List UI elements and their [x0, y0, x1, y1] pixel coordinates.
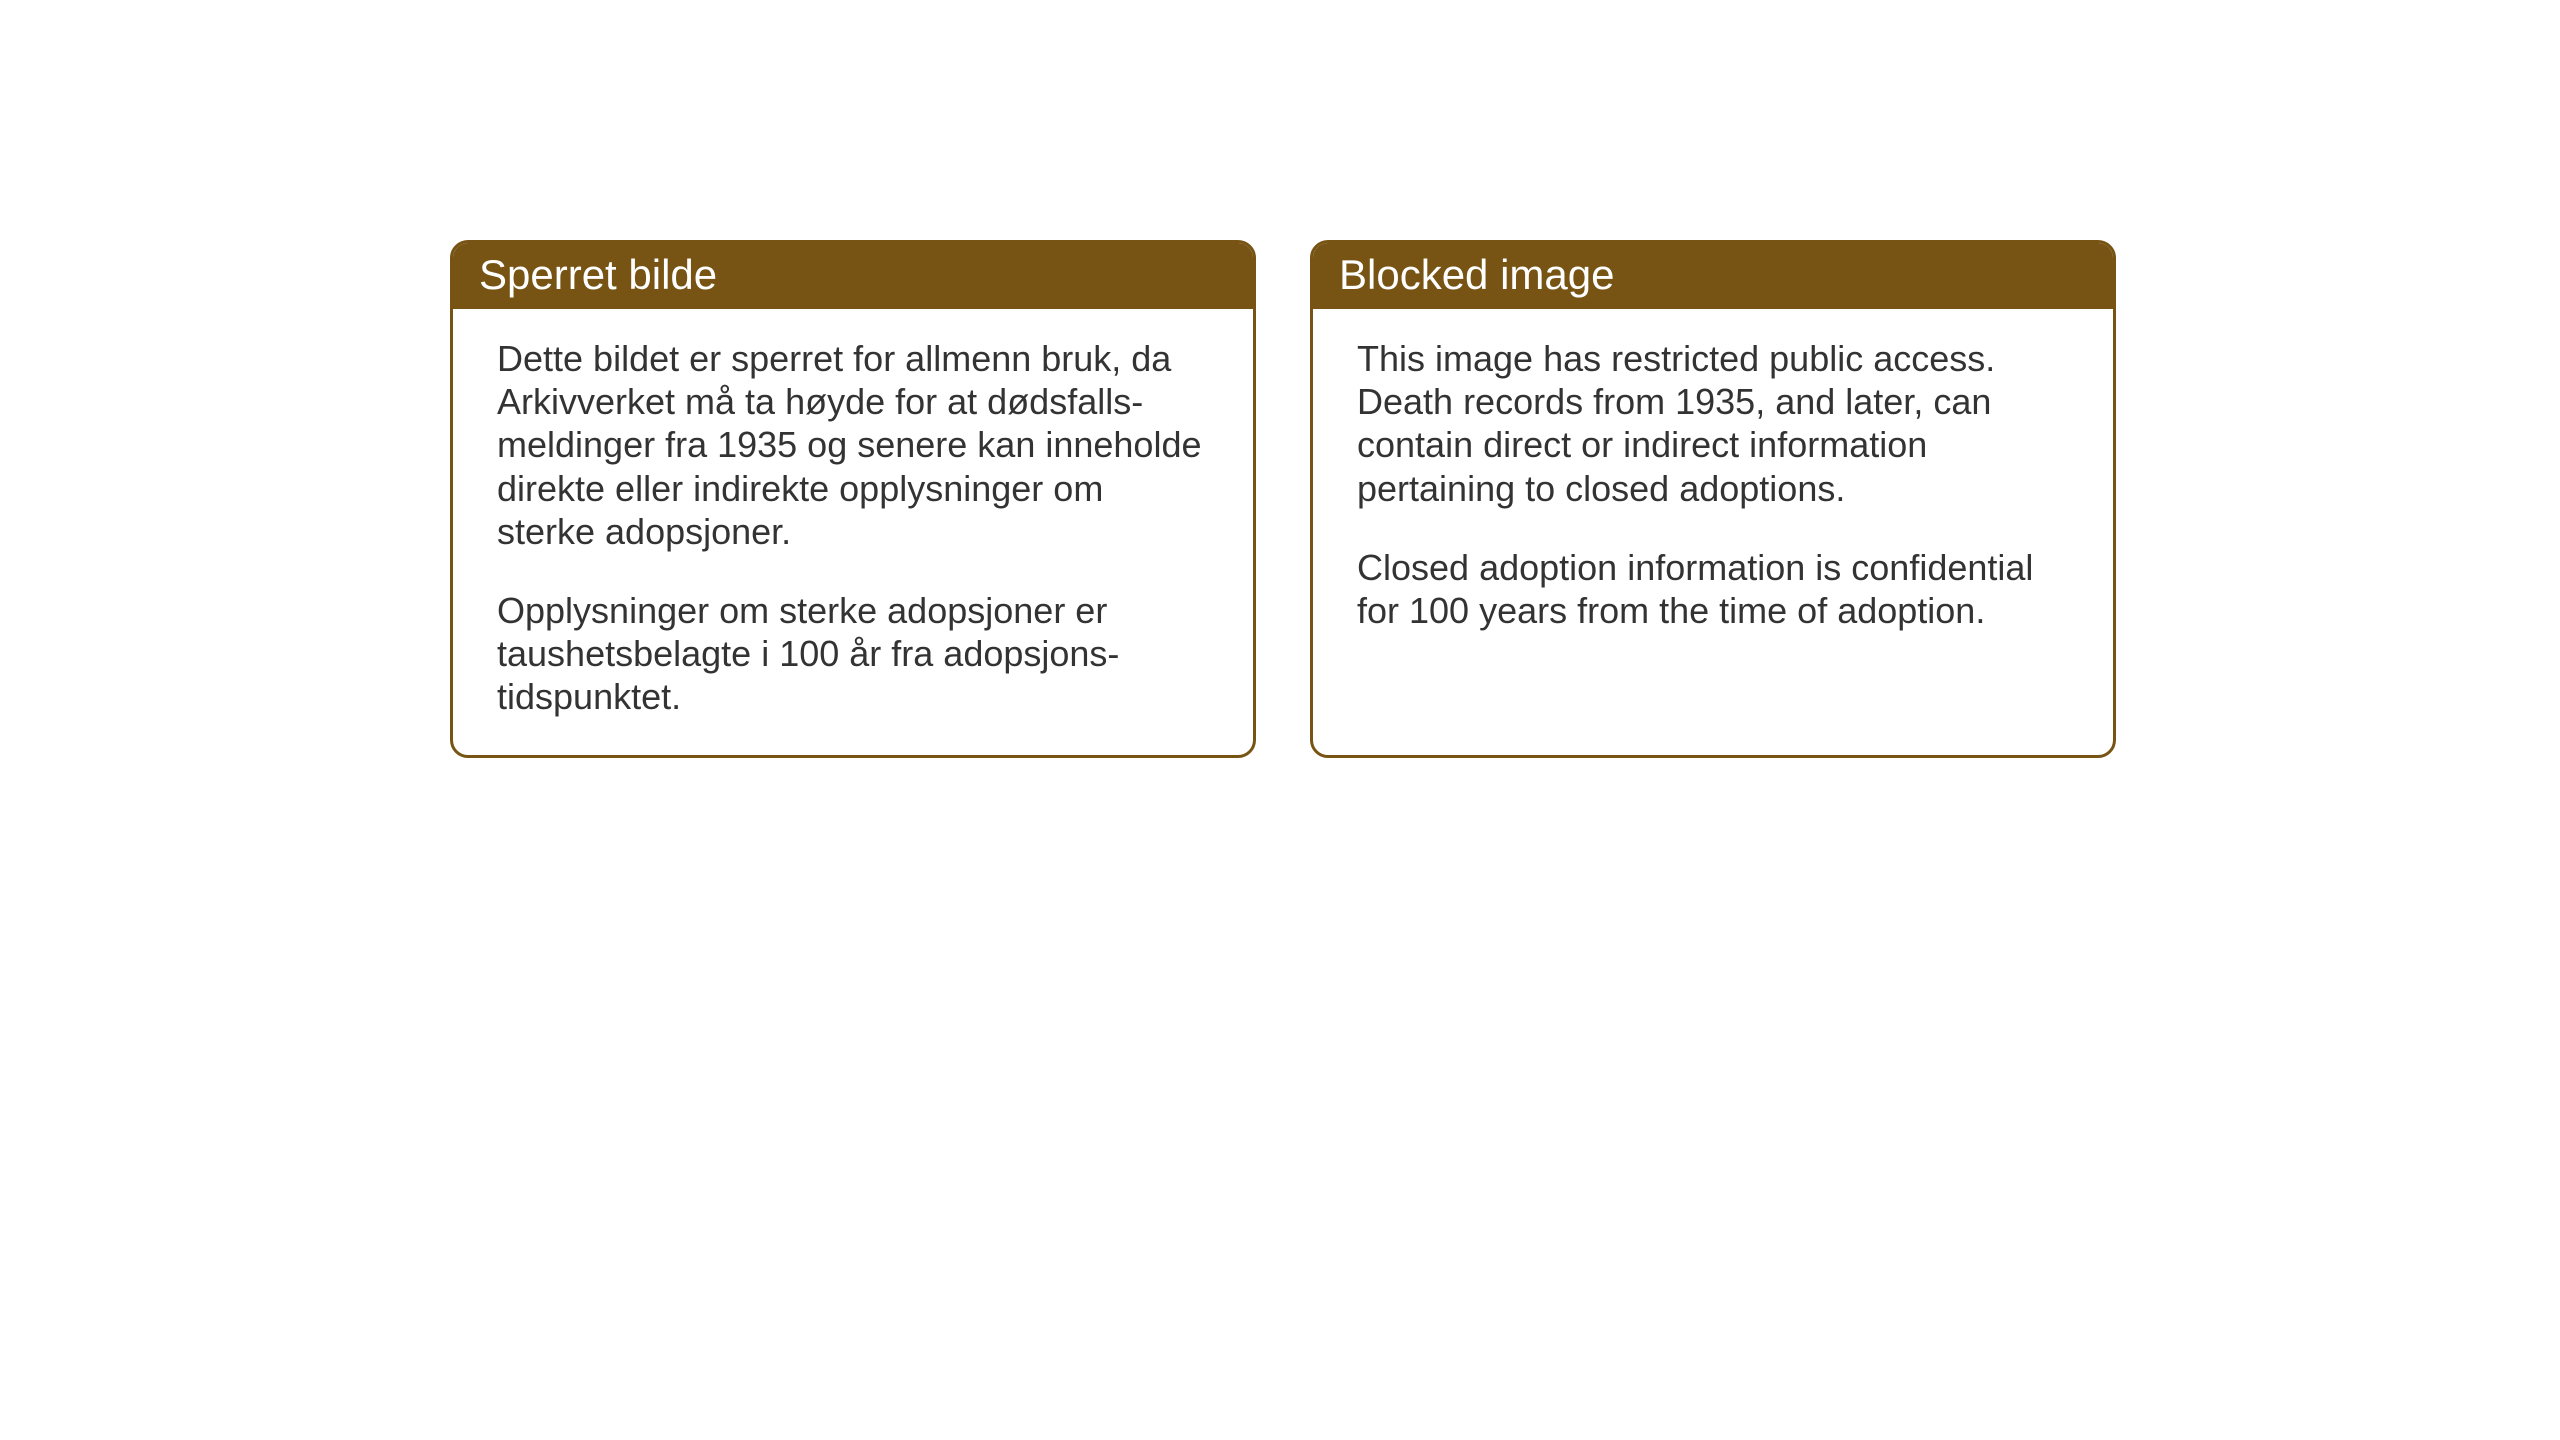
card-norwegian-header: Sperret bilde [453, 243, 1253, 309]
card-norwegian: Sperret bilde Dette bildet er sperret fo… [450, 240, 1256, 758]
card-english-title: Blocked image [1339, 251, 1614, 298]
card-norwegian-body: Dette bildet er sperret for allmenn bruk… [453, 309, 1253, 755]
card-english: Blocked image This image has restricted … [1310, 240, 2116, 758]
card-english-header: Blocked image [1313, 243, 2113, 309]
card-english-paragraph-2: Closed adoption information is confident… [1357, 546, 2069, 632]
card-norwegian-title: Sperret bilde [479, 251, 717, 298]
card-norwegian-paragraph-1: Dette bildet er sperret for allmenn bruk… [497, 337, 1209, 553]
card-english-body: This image has restricted public access.… [1313, 309, 2113, 668]
card-english-paragraph-1: This image has restricted public access.… [1357, 337, 2069, 510]
card-norwegian-paragraph-2: Opplysninger om sterke adopsjoner er tau… [497, 589, 1209, 719]
cards-container: Sperret bilde Dette bildet er sperret fo… [450, 240, 2116, 758]
